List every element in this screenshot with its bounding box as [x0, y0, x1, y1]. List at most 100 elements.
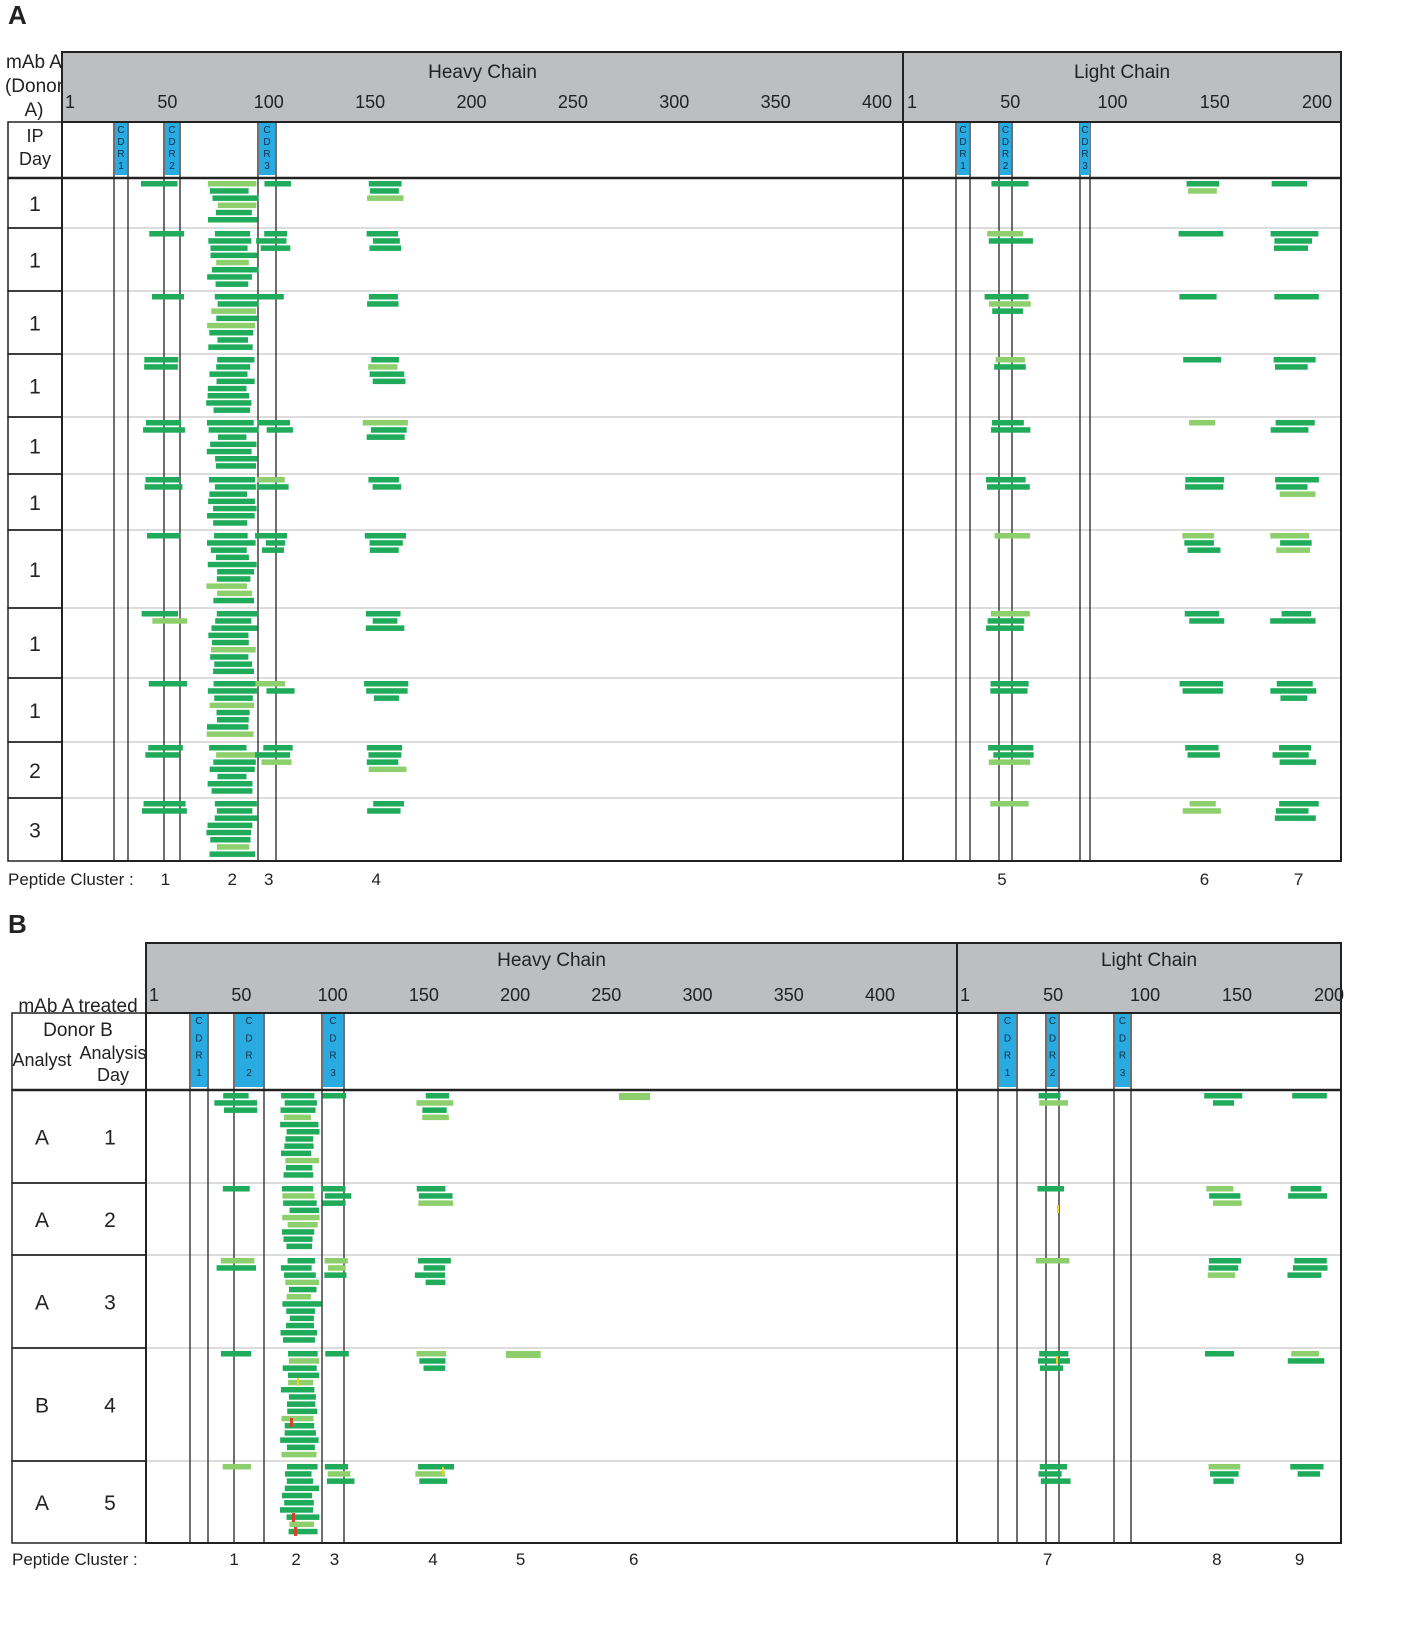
peptide-bar: [208, 477, 256, 483]
peptide-bar: [214, 815, 258, 821]
peptide-bar: [364, 681, 409, 687]
peptide-bar: [254, 752, 291, 758]
modification-mark: [290, 1418, 293, 1427]
heavy-cdr2-char: R: [168, 149, 175, 160]
heavy-cdr2-box: [235, 1014, 263, 1087]
heavy-tick-label: 50: [157, 92, 177, 112]
row-label-cell: [11, 1182, 147, 1256]
peptide-bar: [215, 463, 257, 469]
peptide-bar: [619, 1093, 651, 1100]
peptide-bar: [287, 1258, 316, 1264]
peptide-bar: [326, 1478, 355, 1484]
peptide-bar: [141, 808, 187, 814]
heavy-cdr1-char: R: [195, 1051, 202, 1062]
peptide-bar: [285, 1157, 320, 1164]
peptide-bar: [207, 781, 253, 787]
peptide-bar: [1184, 540, 1214, 546]
peptide-bar: [280, 1150, 312, 1157]
light-cdr3-box: [1115, 1014, 1130, 1087]
peptide-bar: [284, 1430, 316, 1436]
peptide-bar: [368, 364, 398, 370]
peptide-bar: [280, 1107, 316, 1113]
peptide-bar: [212, 195, 259, 201]
peptide-bar: [366, 688, 408, 694]
modification-mark: [1056, 1356, 1058, 1364]
heavy-tick-label: 100: [318, 985, 348, 1005]
light-cdr2-char: 2: [1003, 161, 1009, 172]
peptide-bar: [257, 477, 285, 483]
heavy-cdr3-box: [323, 1014, 343, 1087]
light-cdr2-char: C: [1002, 125, 1009, 136]
peptide-bar: [280, 1121, 319, 1128]
peptide-bar: [286, 1514, 320, 1520]
peptide-bar: [213, 407, 251, 413]
peptide-bar: [1270, 688, 1317, 694]
peptide-bar: [217, 337, 249, 343]
peptide-bar: [208, 217, 258, 223]
peptide-bar: [265, 540, 286, 546]
heavy-cdr2-char: 2: [246, 1068, 252, 1079]
peptide-bar: [368, 766, 407, 773]
peptide-bar: [288, 1351, 318, 1357]
peptide-bar: [1274, 364, 1308, 370]
peptide-bar: [1212, 1100, 1235, 1106]
peptide-bar: [216, 315, 258, 322]
heavy-cdr3-char: D: [329, 1033, 336, 1044]
peptide-bar: [213, 668, 254, 675]
peptide-bar: [1039, 1365, 1064, 1371]
peptide-bar: [1039, 1464, 1067, 1470]
peptide-bar: [211, 639, 249, 646]
heavy-tick-label: 150: [409, 985, 439, 1005]
peptide-bar: [280, 1387, 315, 1393]
peptide-bar: [256, 484, 289, 490]
peptide-bar: [988, 238, 1033, 244]
peptide-bar: [288, 1394, 316, 1400]
heavy-cdr3-char: 3: [264, 161, 270, 172]
peptide-bar: [281, 1451, 317, 1458]
peptide-bar: [264, 181, 291, 187]
peptide-bar: [368, 477, 399, 483]
peptide-bar: [327, 1471, 351, 1477]
peptide-bar: [324, 1193, 352, 1199]
column-header-cell: [7, 121, 63, 179]
peptide-bar: [213, 505, 257, 512]
peptide-cluster-number: 1: [161, 870, 170, 889]
peptide-cluster-label: Peptide Cluster :: [12, 1550, 138, 1569]
peptide-bar: [987, 618, 1025, 624]
peptide-bar: [1280, 540, 1312, 546]
peptide-bar: [288, 1358, 320, 1364]
peptide-bar: [287, 1222, 318, 1228]
heavy-cdr2-char: C: [245, 1016, 252, 1027]
peptide-bar: [145, 420, 182, 426]
modification-mark: [294, 1527, 297, 1536]
peptide-bar: [206, 400, 252, 406]
heavy-cdr3-box: [259, 123, 275, 175]
peptide-bar: [140, 181, 178, 187]
peptide-bar: [216, 717, 249, 723]
peptide-bar: [1210, 1471, 1239, 1477]
peptide-bar: [1039, 1100, 1068, 1106]
peptide-cluster-number: 1: [229, 1550, 238, 1569]
peptide-bar: [216, 611, 259, 617]
light-cdr2-char: R: [1002, 149, 1009, 160]
peptide-bar: [216, 364, 251, 370]
peptide-bar: [257, 420, 290, 426]
peptide-bar: [207, 688, 257, 694]
peptide-bar: [1287, 1358, 1325, 1364]
peptide-bar: [1213, 1200, 1242, 1206]
peptide-bar: [1183, 357, 1222, 363]
peptide-bar: [288, 1379, 314, 1386]
peptide-bar: [213, 681, 257, 687]
peptide-bar: [416, 1100, 454, 1106]
peptide-bar: [1189, 801, 1216, 807]
peptide-bar: [1288, 1193, 1328, 1199]
peptide-bar: [209, 851, 256, 857]
peptide-bar: [372, 378, 406, 385]
peptide-bar: [211, 267, 259, 273]
peptide-bar: [1276, 681, 1313, 687]
light-cdr2-box: [1047, 1014, 1058, 1087]
peptide-bar: [990, 688, 1028, 694]
peptide-bar: [419, 1478, 448, 1484]
peptide-bar: [418, 1258, 451, 1264]
